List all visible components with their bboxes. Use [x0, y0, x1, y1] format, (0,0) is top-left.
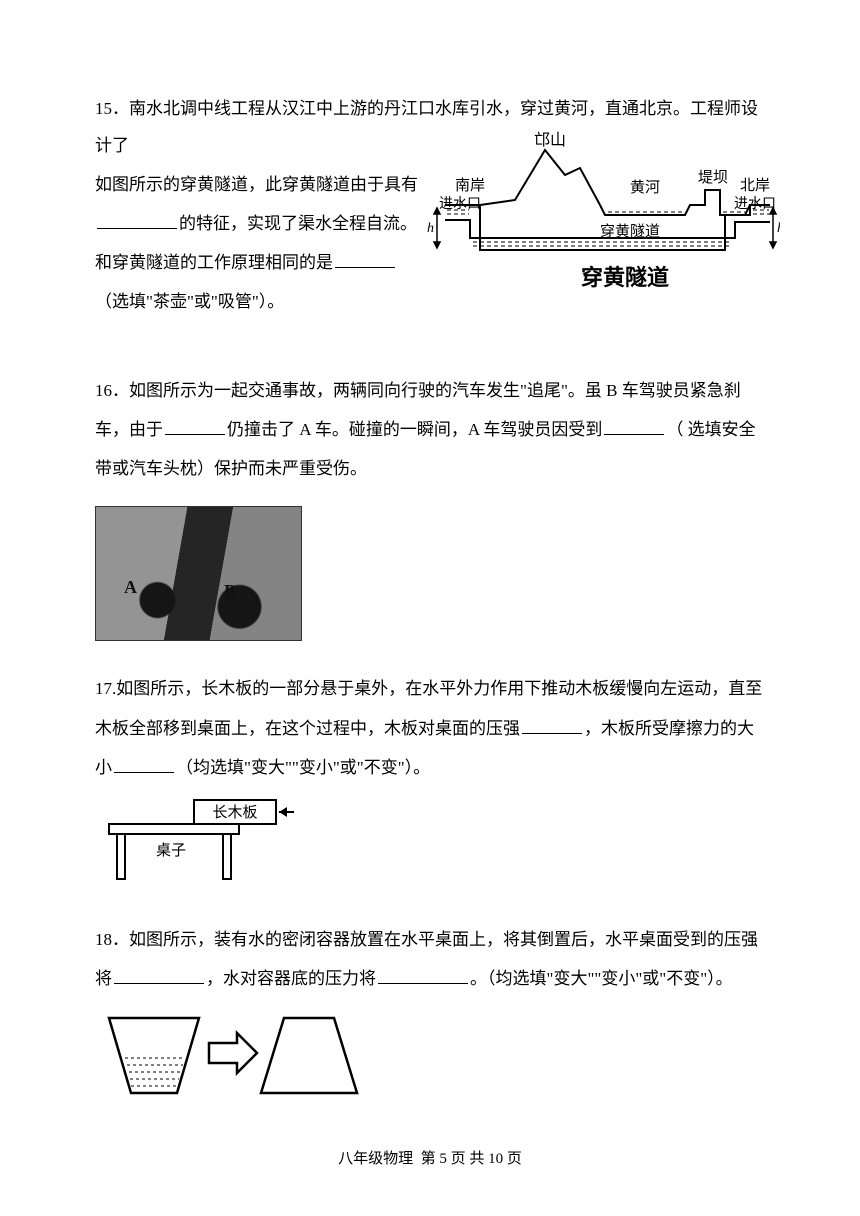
q17-text-c: （均选填"变大""变小"或"不变"）。 [176, 758, 430, 777]
question-18: 18．如图所示，装有水的密闭容器放置在水平桌面上，将其倒置后，水平桌面受到的压强… [95, 920, 770, 998]
q18-blank-1[interactable] [114, 964, 204, 984]
q16-label-a: A [124, 569, 137, 605]
q15-blank-2[interactable] [335, 248, 395, 268]
q16-image: A B [95, 506, 302, 641]
q15-figure: 邙山 [425, 130, 780, 322]
q15-dam: 堤坝 [698, 169, 728, 186]
q17-blank-2[interactable] [114, 753, 174, 773]
q15-huanghe: 黄河 [630, 179, 660, 196]
q15-part-c: （选填"茶壶"或"吸管"）。 [95, 292, 284, 311]
q16-blank-1[interactable] [165, 416, 225, 436]
q15-label-mountain: 邙山 [534, 131, 566, 149]
q15-tunnel-label: 穿黄隧道 [600, 223, 660, 240]
q15-caption: 穿黄隧道 [581, 265, 669, 290]
q17-table-label: 桌子 [156, 842, 186, 859]
q15-part-a: 如图所示的穿黄隧道，此穿黄隧道由于具有 [95, 175, 418, 194]
q17-figure: 长木板 桌子 [99, 795, 294, 902]
q15-h-left: h [427, 221, 434, 236]
q18-text-c: 。（均选填"变大""变小"或"不变"）。 [470, 969, 733, 988]
page-footer: 八年级物理 第 5 页 共 10 页 [0, 1144, 860, 1174]
q18-figure [99, 1008, 364, 1115]
q18-blank-2[interactable] [378, 964, 468, 984]
footer-subject: 八年级物理 [338, 1151, 413, 1167]
q15-h-right: h [777, 221, 780, 236]
q16-text-b: 仍撞击了 A 车。碰撞的一瞬间，A 车驾驶员因受到 [227, 420, 602, 439]
footer-page: 第 5 页 共 10 页 [421, 1151, 522, 1167]
question-16: 16．如图所示为一起交通事故，两辆同向行驶的汽车发生"追尾"。虽 B 车驾驶员紧… [95, 371, 770, 488]
q15-south-bank: 南岸 [455, 177, 485, 194]
q16-blank-2[interactable] [604, 416, 664, 436]
q17-plank-label: 长木板 [212, 803, 257, 821]
q18-text-b: ，水对容器底的压力将 [206, 969, 376, 988]
question-17: 17.如图所示，长木板的一部分悬于桌外，在水平外力作用下推动木板缓慢向左运动，直… [95, 669, 770, 786]
q15-blank-1[interactable] [97, 209, 177, 229]
q17-blank-1[interactable] [522, 714, 582, 734]
question-15: 15．南水北调中线工程从汉江中上游的丹江口水库引水，穿过黄河，直通北京。工程师设… [95, 90, 770, 321]
q15-north-bank: 北岸 [740, 177, 770, 194]
q15-inlet: 进水口 [439, 196, 481, 212]
q16-label-b: B [224, 573, 236, 609]
q15-outlet: 进水口 [734, 196, 776, 212]
